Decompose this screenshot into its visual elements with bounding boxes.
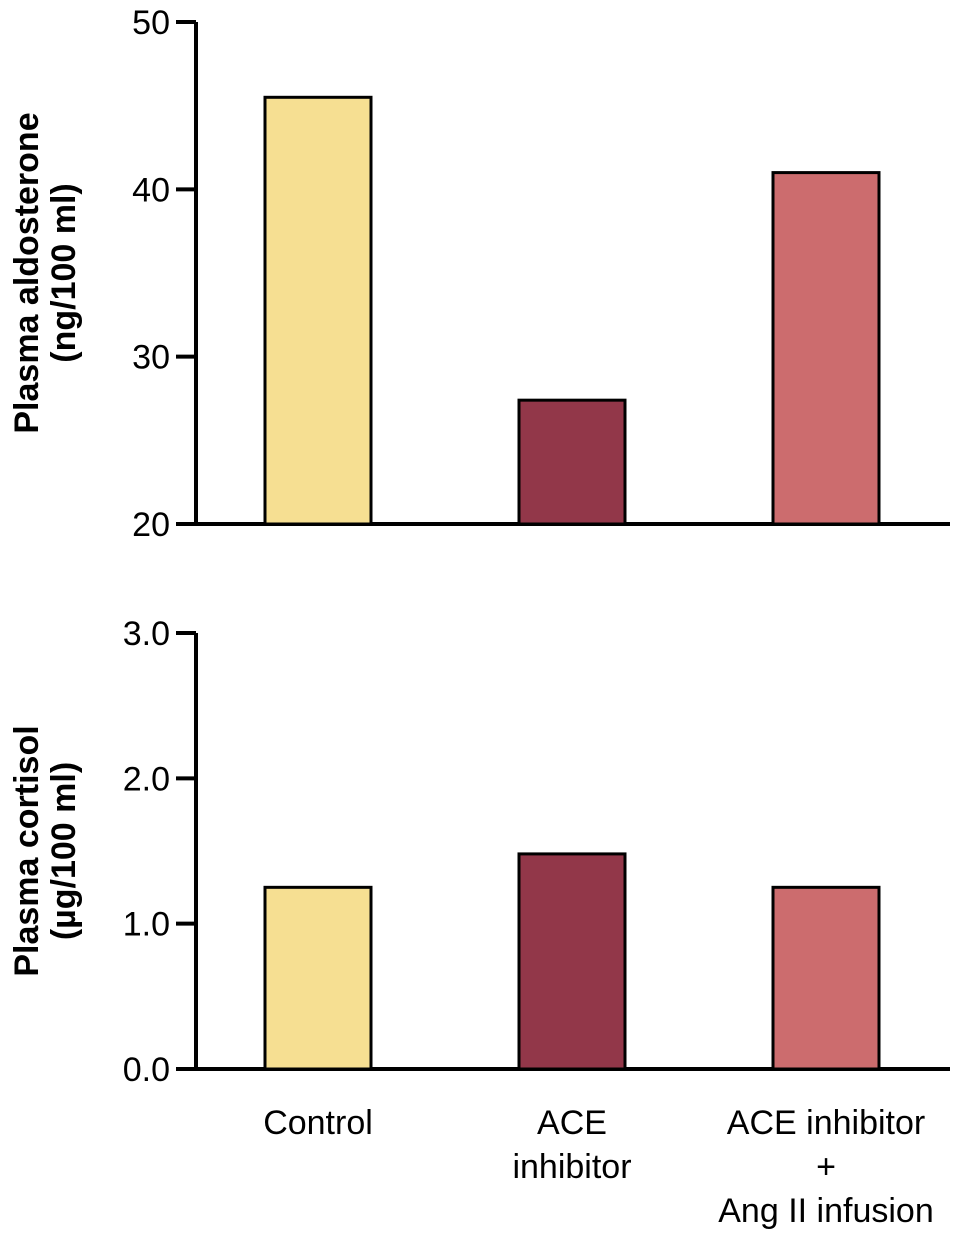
aldosterone-y-tick-label: 20 <box>132 506 170 544</box>
cortisol-control-bar <box>263 885 373 1071</box>
aldosterone-y-tick-label: 50 <box>132 4 170 42</box>
cortisol-y-axis-title-line: Plasma cortisol <box>8 725 46 976</box>
cortisol-y-axis-title: Plasma cortisol (µg/100 ml) <box>8 725 83 976</box>
category-labels: Control ACE inhibitor ACE inhibitor + Ang II … <box>263 1104 934 1230</box>
category-label-ace-inhibitor-ang-ii: ACE inhibitor + Ang II infusion <box>718 1104 933 1230</box>
aldosterone-y-axis-title: Plasma aldosterone (ng/100 ml) <box>8 112 83 433</box>
cortisol-ace-inhibitor-bar <box>517 852 627 1071</box>
aldosterone-panel: 20 30 40 50 Plasma aldosterone (ng/100 ml) <box>8 4 950 544</box>
aldosterone-y-tick-label: 30 <box>132 339 170 377</box>
cortisol-y-tick-label: 0.0 <box>123 1051 170 1089</box>
category-label-ace-inhibitor: ACE inhibitor <box>512 1104 631 1186</box>
cortisol-y-tick-label: 3.0 <box>123 615 170 653</box>
cortisol-y-tick-label: 1.0 <box>123 906 170 944</box>
cortisol-y-axis-title-line: (µg/100 ml) <box>45 762 83 940</box>
cortisol-panel: 0.0 1.0 2.0 3.0 Plasma cortisol (µg/100 ml) <box>8 615 950 1089</box>
aldosterone-y-axis-title-line: Plasma aldosterone <box>8 112 46 433</box>
category-label-control: Control <box>263 1104 373 1142</box>
aldosterone-y-tick-label: 40 <box>132 171 170 209</box>
aldosterone-y-axis-title-line: (ng/100 ml) <box>45 183 83 362</box>
aldosterone-control-bar <box>263 95 373 526</box>
cortisol-ace-inhibitor-ang-ii-bar <box>771 885 881 1071</box>
aldosterone-ace-inhibitor-ang-ii-bar <box>771 171 881 526</box>
cortisol-y-tick-label: 2.0 <box>123 760 170 798</box>
aldosterone-ace-inhibitor-bar <box>517 398 627 526</box>
